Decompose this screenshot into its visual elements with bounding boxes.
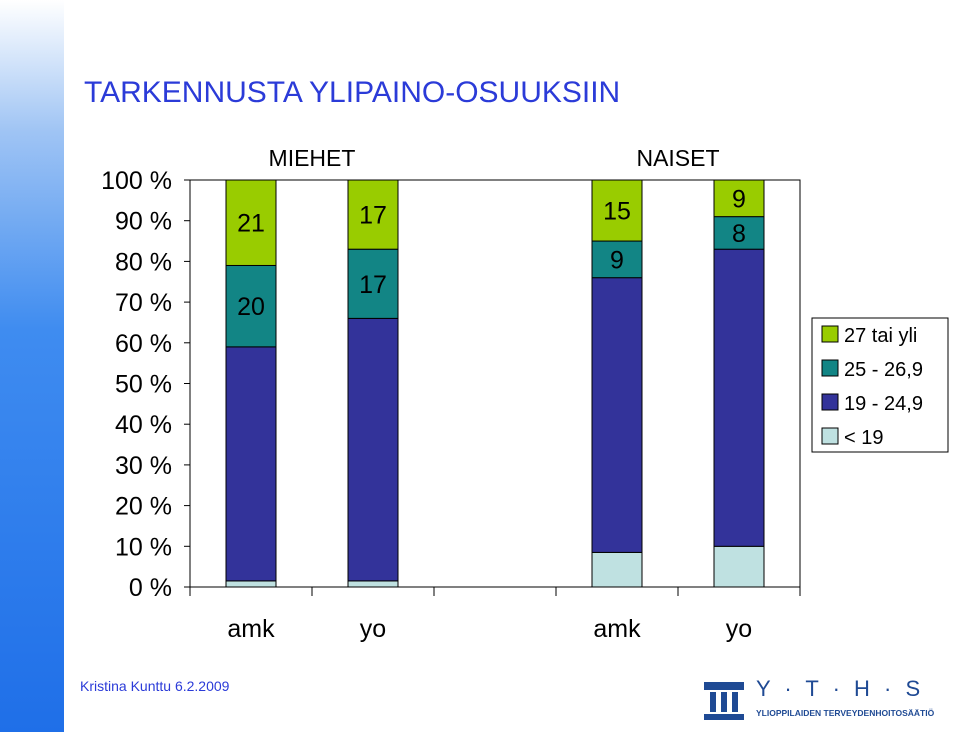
data-label: 9 (610, 246, 624, 274)
legend-swatch (821, 359, 839, 377)
decorative-left-stripe (0, 0, 64, 732)
y-tick-label: 80 % (115, 248, 172, 276)
author-date: Kristina Kunttu 6.2.2009 (80, 678, 230, 694)
bar-segment-3-yo (713, 216, 765, 250)
x-category-label: amk (227, 615, 275, 643)
bar-segment-1-yo (713, 545, 765, 588)
y-tick-label: 0 % (129, 574, 172, 602)
legend-label: 19 - 24,9 (844, 393, 923, 415)
bar-segment-2-amk (225, 346, 277, 582)
bar-segment-4-amk (225, 179, 277, 266)
y-tick-label: 60 % (115, 330, 172, 358)
y-tick-label: 10 % (115, 533, 172, 561)
bar-segment-4-yo (713, 179, 765, 218)
data-label: 20 (237, 293, 265, 321)
legend-label: < 19 (844, 427, 883, 449)
bar-segment-1-yo (347, 580, 399, 588)
group-label: MIEHET (269, 145, 356, 171)
y-tick-label: 30 % (115, 452, 172, 480)
logo-subtitle: YLIOPPILAIDEN TERVEYDENHOITOSÄÄTIÖ (756, 708, 935, 718)
x-category-label: yo (360, 615, 386, 643)
logo-letters: Y · T · H · S (756, 676, 922, 701)
data-label: 17 (359, 271, 387, 299)
data-label: 8 (732, 220, 746, 248)
legend-swatch (821, 427, 839, 445)
bar-segment-1-amk (225, 580, 277, 588)
x-category-label: amk (593, 615, 641, 643)
y-tick-label: 50 % (115, 371, 172, 399)
data-label: 17 (359, 202, 387, 230)
slide-title: TARKENNUSTA YLIPAINO-OSUUKSIIN (84, 76, 621, 109)
bar-segment-2-amk (591, 277, 643, 553)
yths-logo: Y · T · H · S YLIOPPILAIDEN TERVEYDENHOI… (700, 676, 960, 726)
data-label: 15 (603, 198, 631, 226)
x-category-label: yo (726, 615, 752, 643)
logo-emblem-icon (704, 682, 744, 720)
bar-segment-4-amk (591, 179, 643, 242)
legend-swatch (821, 325, 839, 343)
group-label: NAISET (636, 145, 719, 171)
bar-segment-3-yo (347, 248, 399, 319)
plot-frame (189, 179, 801, 588)
bar-segment-4-yo (347, 179, 399, 250)
y-tick-label: 90 % (115, 208, 172, 236)
legend-swatch (821, 393, 839, 411)
bar-segment-1-amk (591, 551, 643, 588)
y-tick-label: 100 % (101, 167, 172, 195)
y-tick-label: 40 % (115, 411, 172, 439)
bar-segment-2-yo (347, 317, 399, 582)
y-tick-label: 70 % (115, 289, 172, 317)
data-label: 9 (732, 185, 746, 213)
bar-segment-2-yo (713, 248, 765, 547)
legend-label: 27 tai yli (844, 325, 917, 347)
bar-segment-3-amk (591, 240, 643, 279)
stacked-bar-chart: 0 % 10 % 20 % 30 % 40 % 50 % 60 % 70 % 80 % 90 % 1… (101, 145, 949, 643)
y-tick-label: 20 % (115, 493, 172, 521)
legend-label: 25 - 26,9 (844, 359, 923, 381)
data-label: 21 (237, 210, 265, 238)
